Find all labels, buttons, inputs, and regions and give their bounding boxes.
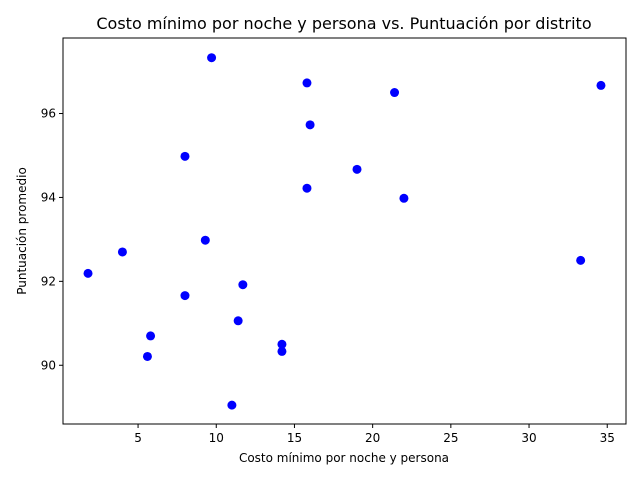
data-point <box>352 164 362 174</box>
data-point <box>399 193 409 203</box>
axis-ticks: 5 10 15 20 25 30 35 90 92 94 96 <box>41 107 615 445</box>
x-tick-label: 15 <box>287 431 302 445</box>
y-tick-label: 92 <box>41 274 56 288</box>
data-point <box>83 268 93 278</box>
chart-title: Costo mínimo por noche y persona vs. Pun… <box>96 14 591 33</box>
data-point <box>233 316 243 326</box>
y-tick-label: 96 <box>41 107 56 121</box>
x-tick-label: 30 <box>521 431 536 445</box>
x-axis-label: Costo mínimo por noche y persona <box>239 451 449 465</box>
data-point <box>227 400 237 410</box>
data-point <box>200 235 210 245</box>
x-tick-label: 35 <box>600 431 615 445</box>
data-point <box>302 78 312 88</box>
data-point <box>576 255 586 265</box>
data-point <box>302 183 312 193</box>
data-point <box>142 351 152 361</box>
data-point <box>117 247 127 257</box>
y-axis-label: Puntuación promedio <box>15 167 29 295</box>
data-point <box>207 53 217 63</box>
data-point <box>277 339 287 349</box>
data-point <box>238 280 248 290</box>
data-point <box>180 151 190 161</box>
data-point <box>180 291 190 301</box>
data-point <box>277 346 287 356</box>
data-points <box>83 53 606 410</box>
plot-frame <box>62 37 627 425</box>
data-point <box>146 331 156 341</box>
x-tick-label: 20 <box>365 431 380 445</box>
y-tick-label: 90 <box>41 358 56 372</box>
data-point <box>596 80 606 90</box>
x-tick-label: 5 <box>134 431 142 445</box>
y-tick-label: 94 <box>41 190 56 204</box>
plot-area <box>63 38 626 424</box>
x-tick-label: 10 <box>209 431 224 445</box>
x-tick-label: 25 <box>443 431 458 445</box>
data-point <box>305 120 315 130</box>
data-point <box>390 88 400 98</box>
